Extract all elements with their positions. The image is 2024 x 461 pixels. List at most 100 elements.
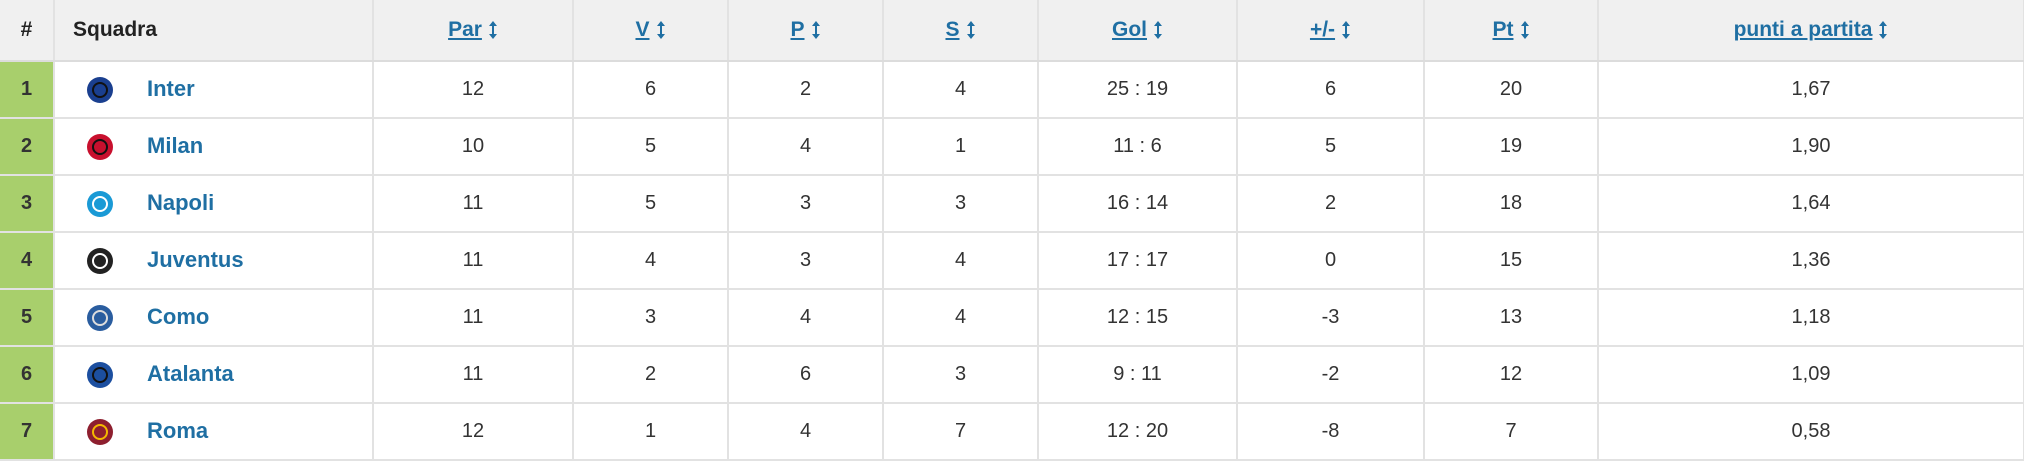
stat-cell: 7 [883, 403, 1039, 461]
team-cell: Napoli [54, 175, 374, 233]
team-row: 4 Juventus 11 4 3 4 17 : 17 0 15 1,36 [0, 232, 2024, 290]
stat-cell: 13 [1424, 289, 1599, 347]
stat-cell: 17 : 17 [1038, 232, 1238, 290]
team-cell: Milan [54, 118, 374, 176]
column-header[interactable]: punti a partita [1598, 0, 2024, 62]
stat-cell: 6 [1237, 61, 1425, 119]
sort-icon[interactable] [1878, 20, 1888, 40]
stat-cell: 4 [728, 289, 884, 347]
sort-icon[interactable] [811, 20, 821, 40]
stat-cell: 1,67 [1598, 61, 2024, 119]
header-row: # Squadra Par V P S Gol +/- Pt punti a partita [0, 0, 2024, 62]
column-header[interactable]: Pt [1424, 0, 1599, 62]
team-cell: Inter [54, 61, 374, 119]
rank-cell: 1 [0, 61, 55, 119]
column-header[interactable]: S [883, 0, 1039, 62]
stat-cell: 11 : 6 [1038, 118, 1238, 176]
column-header[interactable]: Gol [1038, 0, 1238, 62]
table-body: 1 Inter 12 6 2 4 25 : 19 6 20 1,67 2 Milan 10 5 4 1 11 :… [0, 61, 2024, 461]
stat-cell: 1,09 [1598, 346, 2024, 404]
stat-cell: 1,64 [1598, 175, 2024, 233]
header-label[interactable]: V [635, 18, 650, 41]
rank-cell: 6 [0, 346, 55, 404]
header-label[interactable]: Pt [1492, 18, 1514, 41]
sort-icon[interactable] [1153, 20, 1163, 40]
sort-icon[interactable] [488, 20, 498, 40]
stat-cell: 3 [728, 175, 884, 233]
header-label[interactable]: S [945, 18, 960, 41]
sort-icon[interactable] [966, 20, 976, 40]
team-logo [87, 304, 113, 331]
team-cell: Atalanta [54, 346, 374, 404]
stat-cell: 12 : 20 [1038, 403, 1238, 461]
header-label[interactable]: P [790, 18, 805, 41]
team-name[interactable]: Inter [147, 75, 195, 101]
rank-cell: 7 [0, 403, 55, 461]
header-label[interactable]: Gol [1112, 18, 1147, 41]
stat-cell: 12 [373, 403, 574, 461]
team-name[interactable]: Roma [147, 417, 209, 443]
stat-cell: 10 [373, 118, 574, 176]
stat-cell: 4 [883, 289, 1039, 347]
stat-cell: -2 [1237, 346, 1425, 404]
team-logo [87, 418, 113, 445]
team-logo [87, 361, 113, 388]
header-label[interactable]: +/- [1309, 18, 1336, 41]
stat-cell: 1,90 [1598, 118, 2024, 176]
stat-cell: 2 [573, 346, 729, 404]
column-header: # [0, 0, 55, 62]
stat-cell: 1,36 [1598, 232, 2024, 290]
stat-cell: 2 [1237, 175, 1425, 233]
stat-cell: 5 [573, 118, 729, 176]
column-header[interactable]: V [573, 0, 729, 62]
team-name[interactable]: Atalanta [147, 360, 234, 386]
stat-cell: 6 [573, 61, 729, 119]
sort-icon[interactable] [1520, 20, 1530, 40]
column-header[interactable]: P [728, 0, 884, 62]
stat-cell: 15 [1424, 232, 1599, 290]
stat-cell: 4 [728, 118, 884, 176]
stat-cell: 1 [573, 403, 729, 461]
stat-cell: 3 [883, 346, 1039, 404]
stat-cell: 11 [373, 346, 574, 404]
team-logo [87, 190, 113, 217]
team-cell: Roma [54, 403, 374, 461]
stat-cell: 12 [1424, 346, 1599, 404]
stat-cell: 0 [1237, 232, 1425, 290]
sort-icon[interactable] [656, 20, 666, 40]
stat-cell: 3 [728, 232, 884, 290]
header-label: Squadra [73, 18, 158, 41]
stat-cell: 6 [728, 346, 884, 404]
stat-cell: 5 [1237, 118, 1425, 176]
stat-cell: 11 [373, 232, 574, 290]
team-name[interactable]: Milan [147, 132, 204, 158]
stat-cell: 5 [573, 175, 729, 233]
rank-cell: 5 [0, 289, 55, 347]
header-label[interactable]: punti a partita [1733, 18, 1873, 41]
team-logo [87, 247, 113, 274]
stat-cell: -8 [1237, 403, 1425, 461]
stat-cell: 19 [1424, 118, 1599, 176]
rank-cell: 2 [0, 118, 55, 176]
stat-cell: 4 [883, 61, 1039, 119]
stat-cell: 4 [728, 403, 884, 461]
sort-icon[interactable] [1341, 20, 1351, 40]
stat-cell: 9 : 11 [1038, 346, 1238, 404]
team-name[interactable]: Napoli [147, 189, 215, 215]
stat-cell: 0,58 [1598, 403, 2024, 461]
column-header[interactable]: Par [373, 0, 574, 62]
column-header[interactable]: +/- [1237, 0, 1425, 62]
header-label: # [20, 18, 33, 41]
stat-cell: 25 : 19 [1038, 61, 1238, 119]
team-name[interactable]: Como [147, 303, 210, 329]
team-cell: Como [54, 289, 374, 347]
team-row: 6 Atalanta 11 2 6 3 9 : 11 -2 12 1,09 [0, 346, 2024, 404]
stat-cell: 2 [728, 61, 884, 119]
stat-cell: 4 [883, 232, 1039, 290]
team-name[interactable]: Juventus [147, 246, 244, 272]
stat-cell: -3 [1237, 289, 1425, 347]
header-label[interactable]: Par [448, 18, 482, 41]
team-cell: Juventus [54, 232, 374, 290]
